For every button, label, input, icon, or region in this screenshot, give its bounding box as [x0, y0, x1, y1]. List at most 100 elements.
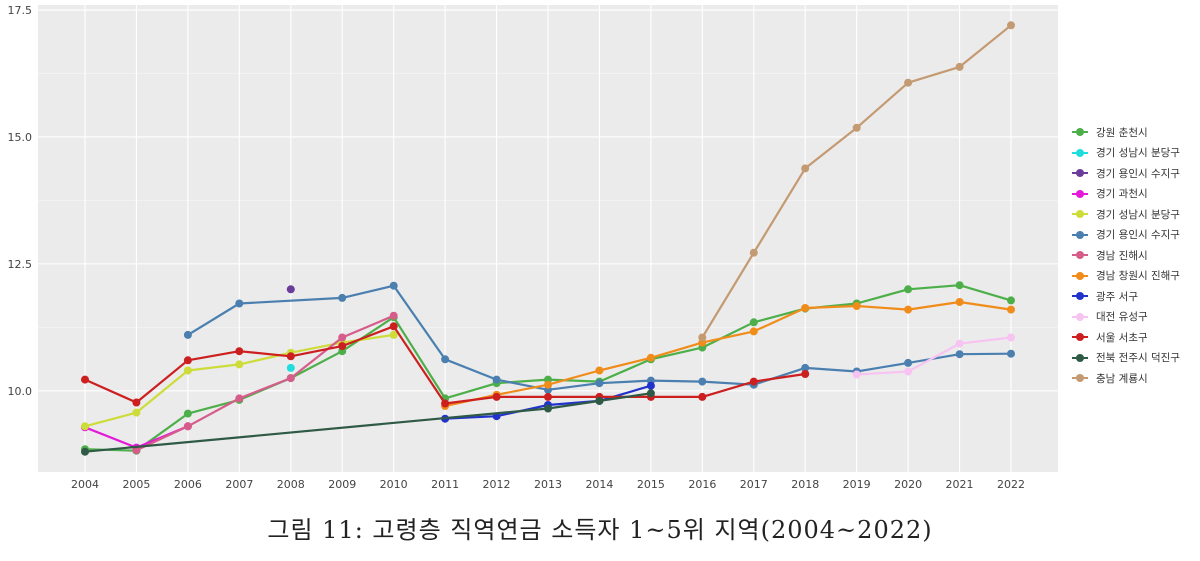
data-point	[1007, 333, 1015, 342]
data-point	[904, 367, 913, 376]
data-point	[389, 330, 398, 339]
series	[81, 322, 810, 408]
legend-label: 경기 용인시 수지구	[1096, 229, 1180, 242]
x-tick-label: 2018	[791, 478, 819, 491]
data-point	[132, 446, 141, 455]
data-point	[801, 370, 810, 378]
data-point	[646, 389, 655, 398]
x-tick-label: 2020	[894, 478, 922, 491]
legend-item: 경기 과천시	[1072, 184, 1200, 205]
data-point	[183, 422, 192, 431]
data-point	[698, 333, 707, 342]
data-point	[955, 298, 964, 306]
data-point	[1007, 296, 1015, 305]
data-point	[749, 248, 758, 257]
y-tick-label: 10.0	[8, 385, 33, 398]
legend-label: 경남 진해시	[1096, 249, 1148, 262]
data-point	[492, 375, 501, 384]
data-point	[852, 302, 861, 310]
data-point	[286, 352, 295, 361]
data-point	[749, 377, 758, 386]
data-point	[183, 356, 192, 365]
data-point	[286, 285, 295, 294]
data-point	[492, 392, 501, 401]
data-point	[698, 377, 707, 386]
data-point	[749, 327, 758, 336]
x-tick-label: 2004	[71, 478, 99, 491]
data-point	[595, 366, 604, 375]
series	[81, 389, 655, 456]
series	[132, 311, 398, 455]
legend-label: 대전 유성구	[1096, 311, 1148, 324]
x-tick-label: 2022	[997, 478, 1025, 491]
series-line	[444, 300, 1012, 408]
legend-item: 서울 서초구	[1072, 327, 1200, 348]
legend-item: 경남 진해시	[1072, 245, 1200, 266]
data-point	[955, 281, 964, 290]
data-point	[544, 380, 552, 389]
data-point	[646, 353, 655, 362]
data-point	[183, 409, 192, 418]
legend-item: 경기 용인시 수지구	[1072, 225, 1200, 246]
data-point	[389, 322, 398, 331]
data-point	[441, 399, 450, 408]
legend-label: 서울 서초구	[1096, 331, 1148, 344]
data-point	[132, 398, 141, 407]
x-tick-label: 2008	[277, 478, 305, 491]
series	[852, 333, 1015, 379]
legend-key-icon	[1072, 249, 1088, 261]
x-tick-label: 2012	[483, 478, 511, 491]
legend-item: 경남 창원시 진해구	[1072, 266, 1200, 287]
data-point	[801, 363, 810, 372]
data-point	[389, 311, 398, 320]
data-point	[183, 330, 192, 339]
legend-item: 전북 전주시 덕진구	[1072, 348, 1200, 369]
data-point	[646, 381, 655, 390]
data-point	[235, 347, 244, 356]
data-point	[183, 366, 192, 375]
data-point	[904, 305, 913, 314]
legend-key-icon	[1072, 126, 1088, 138]
data-point	[801, 164, 810, 173]
x-tick-label: 2016	[688, 478, 716, 491]
data-point	[235, 360, 244, 369]
legend-label: 경기 성남시 분당구	[1096, 208, 1180, 221]
data-point	[132, 408, 141, 417]
x-tick-label: 2013	[534, 478, 562, 491]
legend-item: 대전 유성구	[1072, 307, 1200, 328]
x-tick-label: 2015	[637, 478, 665, 491]
data-point	[595, 396, 604, 405]
legend-label: 경기 과천시	[1096, 188, 1148, 201]
data-point	[286, 374, 295, 383]
data-point	[698, 392, 707, 401]
x-tick-label: 2011	[431, 478, 459, 491]
data-point	[338, 342, 347, 351]
series-line	[187, 284, 1012, 391]
series	[698, 21, 1015, 342]
legend-label: 경남 창원시 진해구	[1096, 270, 1180, 283]
legend-key-icon	[1072, 270, 1088, 282]
data-point	[338, 333, 347, 342]
legend-key-icon	[1072, 290, 1088, 302]
y-tick-label: 12.5	[8, 258, 33, 271]
series	[286, 285, 295, 294]
series-line	[135, 314, 395, 452]
legend-item: 경기 성남시 분당구	[1072, 204, 1200, 225]
x-tick-label: 2009	[328, 478, 356, 491]
data-point	[955, 62, 964, 71]
figure-caption: 그림 11: 고령층 직역연금 소득자 1~5위 지역(2004~2022)	[267, 516, 933, 544]
data-point	[81, 447, 89, 456]
data-point	[544, 392, 552, 401]
data-point	[801, 304, 810, 312]
legend-label: 경기 성남시 분당구	[1096, 147, 1180, 160]
legend-key-icon	[1072, 147, 1088, 159]
line-chart: 10.0 12.5 15.0 17.5 2004 2005 2006 2007 2008 2009…	[8, 4, 1058, 491]
legend-key-icon	[1072, 352, 1088, 364]
legend-key-icon	[1072, 167, 1088, 179]
data-point	[441, 355, 450, 364]
data-point	[1007, 305, 1015, 314]
axis-ticks: 10.0 12.5 15.0 17.5 2004 2005 2006 2007 2008 2009…	[8, 4, 1026, 491]
x-tick-label: 2017	[740, 478, 768, 491]
data-point	[338, 293, 347, 302]
series-line	[856, 336, 1012, 376]
